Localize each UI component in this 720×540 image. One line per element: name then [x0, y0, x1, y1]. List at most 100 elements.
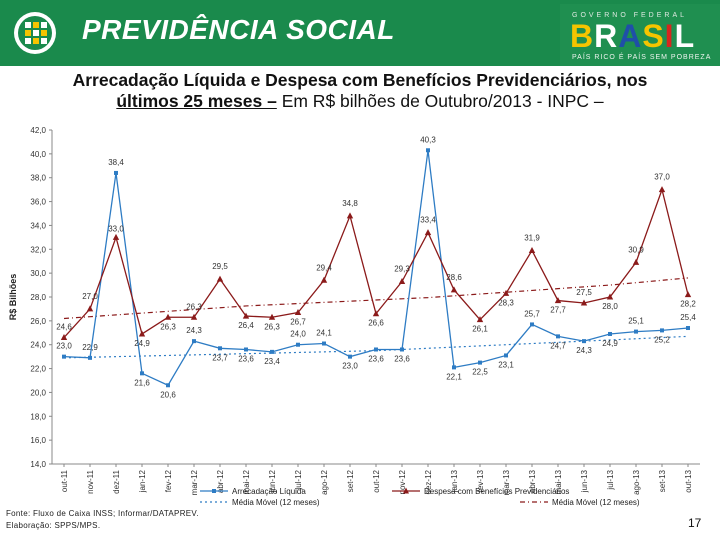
despesa-data-label: 30,9: [628, 245, 644, 254]
arrecadacao-data-label: 24,9: [602, 339, 618, 348]
arrecadacao-data-label: 24,0: [290, 330, 306, 339]
arrecadacao-point: [218, 346, 222, 351]
despesa-point: [554, 297, 562, 304]
arrecadacao-data-label: 20,6: [160, 390, 176, 399]
arrecadacao-point: [374, 347, 378, 352]
arrecadacao-point: [530, 322, 534, 327]
arrecadacao-point: [348, 354, 352, 359]
despesa-point: [86, 305, 94, 312]
x-tick-label: out-12: [372, 469, 381, 492]
despesa-data-label: 28,2: [680, 300, 696, 309]
despesa-point: [632, 258, 640, 265]
despesa-point: [658, 186, 666, 193]
y-tick-label: 18,0: [30, 412, 46, 421]
legend-label: Arrecadação Líquida: [232, 487, 306, 496]
arrecadacao-point: [608, 331, 612, 336]
arrecadacao-data-label: 25,4: [680, 313, 696, 322]
brand-title: PREVIDÊNCIA SOCIAL: [82, 14, 395, 45]
arrecadacao-data-label: 38,4: [108, 158, 124, 167]
legend-label: Média Móvel (12 meses): [552, 498, 640, 507]
title-part-1: Arrecadação Líquida e Despesa com Benefí…: [72, 70, 648, 90]
source-line-1: Fonte: Fluxo de Caixa INSS; Informar/DAT…: [6, 509, 199, 518]
moving-average-line: [63, 277, 689, 320]
despesa-point: [424, 229, 432, 236]
despesa-point: [606, 293, 614, 300]
y-tick-label: 36,0: [30, 198, 46, 207]
x-tick-label: jun-12: [268, 469, 277, 493]
arrecadacao-point: [62, 354, 66, 359]
despesa-data-label: 27,0: [82, 292, 98, 301]
y-tick-label: 42,0: [30, 126, 46, 135]
arrecadacao-data-label: 22,1: [446, 372, 462, 381]
arrecadacao-point: [452, 365, 456, 370]
x-tick-label: jul-12: [294, 469, 303, 490]
despesa-data-label: 26,3: [186, 302, 202, 311]
despesa-point: [294, 309, 302, 316]
despesa-data-label: 27,5: [576, 288, 592, 297]
y-tick-label: 20,0: [30, 388, 46, 397]
x-tick-label: ago-12: [320, 469, 329, 494]
despesa-point: [684, 291, 692, 298]
line-chart: 14,0 16,0 18,0 20,0 22,0 24,0 26,0 28,0 30,0 32,0…: [8, 126, 700, 507]
slide-title: Arrecadação Líquida e Despesa com Benefí…: [10, 70, 710, 112]
y-axis-title: R$ Bilhões: [8, 274, 18, 321]
x-tick-label: jul-13: [606, 469, 615, 490]
despesa-point: [502, 289, 510, 296]
arrecadacao-data-label: 25,1: [628, 317, 644, 326]
arrecadacao-point: [140, 371, 144, 376]
arrecadacao-point: [166, 383, 170, 388]
x-tick-label: mar-12: [190, 469, 199, 495]
arrecadacao-data-label: 22,9: [82, 343, 98, 352]
arrecadacao-point: [192, 339, 196, 344]
legend-marker: [212, 489, 216, 493]
x-tick-label: ago-13: [632, 469, 641, 494]
despesa-data-label: 29,3: [394, 264, 410, 273]
y-tick-label: 30,0: [30, 269, 46, 278]
x-tick-label: abr-12: [216, 469, 225, 493]
x-tick-label: mar-13: [502, 469, 511, 495]
y-tick-label: 14,0: [30, 460, 46, 469]
arrecadacao-point: [88, 355, 92, 360]
arrecadacao-data-label: 23,1: [498, 360, 514, 369]
despesa-data-label: 37,0: [654, 173, 670, 182]
previdencia-logo-icon: [14, 12, 56, 54]
despesa-point: [476, 316, 484, 323]
arrecadacao-data-label: 23,0: [342, 362, 358, 371]
arrecadacao-data-label: 23,0: [56, 342, 72, 351]
arrecadacao-point: [400, 347, 404, 352]
y-tick-label: 26,0: [30, 317, 46, 326]
legend-label: Média Móvel (12 meses): [232, 498, 320, 507]
x-tick-label: nov-12: [398, 469, 407, 494]
despesa-data-label: 26,3: [160, 322, 176, 331]
arrecadacao-data-label: 24,1: [316, 329, 332, 338]
despesa-point: [346, 212, 354, 219]
x-tick-label: jan-13: [450, 469, 459, 493]
arrecadacao-point: [322, 341, 326, 346]
arrecadacao-data-label: 24,3: [186, 326, 202, 335]
x-tick-label: abr-13: [528, 469, 537, 493]
arrecadacao-data-label: 23,6: [394, 354, 410, 363]
despesa-point: [320, 276, 328, 283]
despesa-data-label: 24,9: [134, 339, 150, 348]
x-tick-label: jun-13: [580, 469, 589, 493]
arrecadacao-data-label: 23,6: [238, 354, 254, 363]
despesa-data-label: 29,5: [212, 262, 228, 271]
x-tick-label: set-12: [346, 469, 355, 492]
despesa-data-label: 31,9: [524, 233, 540, 242]
arrecadacao-data-label: 24,3: [576, 346, 592, 355]
despesa-data-label: 26,1: [472, 325, 488, 334]
page-number: 17: [688, 516, 702, 530]
arrecadacao-point: [114, 170, 118, 175]
despesa-point: [60, 334, 68, 341]
despesa-point: [112, 233, 120, 240]
arrecadacao-point: [634, 329, 638, 334]
x-tick-label: mai-12: [242, 469, 251, 494]
arrecadacao-point: [660, 328, 664, 333]
arrecadacao-data-label: 25,7: [524, 309, 540, 318]
y-tick-label: 28,0: [30, 293, 46, 302]
x-tick-label: fev-12: [164, 469, 173, 492]
despesa-data-label: 28,0: [602, 302, 618, 311]
despesa-point: [242, 312, 250, 319]
arrecadacao-point: [426, 148, 430, 153]
despesa-data-label: 24,6: [56, 323, 72, 332]
